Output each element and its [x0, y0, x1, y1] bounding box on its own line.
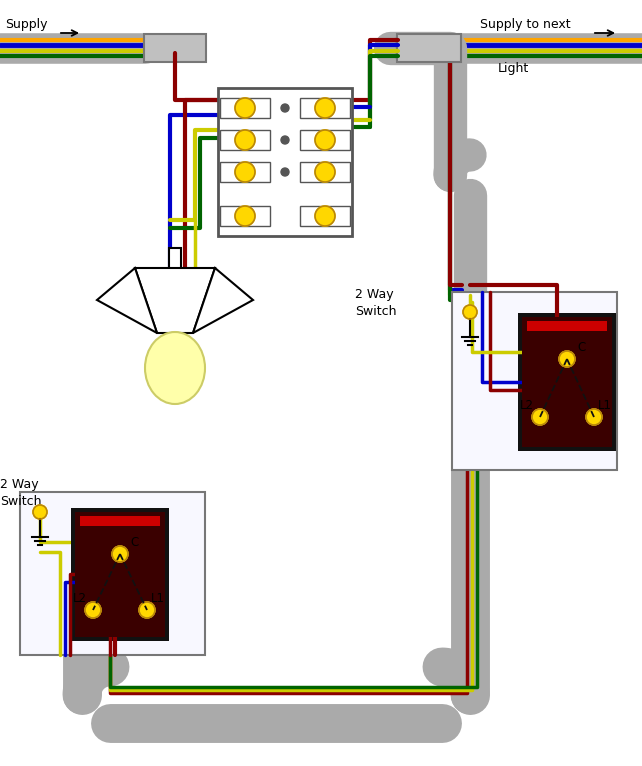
Text: L1: L1	[151, 592, 165, 605]
Text: 2 Way
Switch: 2 Way Switch	[0, 478, 42, 508]
Bar	[80, 516, 160, 526]
Bar	[71, 508, 169, 641]
Bar	[300, 130, 350, 150]
Circle shape	[315, 130, 335, 150]
Circle shape	[281, 168, 289, 176]
Circle shape	[235, 130, 255, 150]
Circle shape	[235, 206, 255, 226]
Polygon shape	[135, 268, 215, 333]
Text: L1: L1	[598, 399, 612, 412]
Ellipse shape	[145, 332, 205, 404]
Bar	[527, 321, 607, 331]
Circle shape	[315, 206, 335, 226]
Circle shape	[532, 409, 548, 425]
Bar	[300, 162, 350, 182]
Text: C: C	[130, 536, 138, 549]
Bar	[220, 130, 270, 150]
Circle shape	[315, 98, 335, 118]
Bar	[220, 162, 270, 182]
Bar	[20, 492, 205, 655]
Circle shape	[315, 162, 335, 182]
FancyBboxPatch shape	[397, 34, 461, 62]
Bar	[522, 317, 612, 447]
Bar	[300, 98, 350, 118]
Circle shape	[281, 136, 289, 144]
Text: L2: L2	[73, 592, 87, 605]
Circle shape	[281, 104, 289, 112]
Bar	[169, 248, 181, 270]
Text: Supply: Supply	[5, 18, 48, 31]
Bar	[518, 313, 616, 451]
Text: Supply to next: Supply to next	[480, 18, 571, 31]
Circle shape	[559, 351, 575, 367]
Circle shape	[463, 305, 477, 319]
Polygon shape	[97, 268, 157, 333]
Bar	[220, 98, 270, 118]
Circle shape	[139, 602, 155, 618]
FancyBboxPatch shape	[144, 34, 206, 62]
Polygon shape	[193, 268, 253, 333]
Bar	[300, 206, 350, 226]
Bar	[452, 292, 617, 470]
Circle shape	[235, 162, 255, 182]
Circle shape	[235, 98, 255, 118]
Text: Light: Light	[498, 62, 529, 75]
Text: C: C	[577, 341, 586, 354]
Circle shape	[85, 602, 101, 618]
Text: 2 Way
Switch: 2 Way Switch	[355, 288, 397, 318]
Bar	[218, 88, 352, 236]
Bar	[75, 512, 165, 637]
Circle shape	[112, 546, 128, 562]
Circle shape	[33, 505, 47, 519]
Text: L2: L2	[520, 399, 534, 412]
Bar	[220, 206, 270, 226]
Circle shape	[586, 409, 602, 425]
